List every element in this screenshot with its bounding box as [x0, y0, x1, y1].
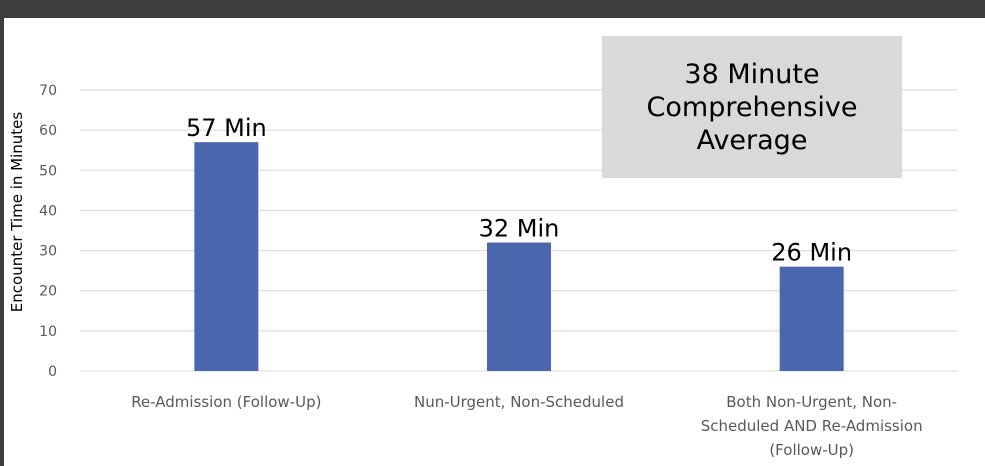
bar-data-label: 26 Min — [771, 239, 852, 267]
data-labels: 57 Min 32 Min 26 Min — [186, 114, 852, 266]
category-label: Nun-Urgent, Non-Scheduled — [414, 393, 624, 411]
bar — [194, 142, 259, 371]
y-tick-label: 30 — [39, 244, 57, 260]
category-label: (Follow-Up) — [769, 441, 854, 459]
y-tick-label: 40 — [39, 203, 57, 219]
average-annotation-text: 38 Minute Comprehensive Average — [646, 58, 858, 156]
y-tick-label: 10 — [39, 324, 57, 340]
bar-data-label: 32 Min — [479, 215, 560, 243]
bar — [487, 242, 551, 371]
y-tick-label: 70 — [39, 83, 57, 99]
y-tick-label: 0 — [48, 364, 57, 380]
y-axis-ticks: 0 10 20 30 40 50 60 70 — [39, 83, 57, 380]
bar-data-label: 57 Min — [186, 114, 267, 142]
bar — [779, 266, 844, 371]
y-tick-label: 60 — [39, 123, 57, 139]
y-axis-label: Encounter Time in Minutes — [8, 112, 26, 313]
category-label: Scheduled AND Re-Admission — [701, 417, 923, 435]
y-tick-label: 20 — [39, 284, 57, 300]
average-annotation-box: 38 Minute Comprehensive Average — [602, 36, 902, 178]
category-labels: Re-Admission (Follow-Up) Nun-Urgent, Non-… — [131, 393, 922, 459]
category-label: Both Non-Urgent, Non- — [726, 393, 897, 411]
y-tick-label: 50 — [39, 163, 57, 179]
bars — [194, 142, 844, 371]
category-label: Re-Admission (Follow-Up) — [131, 393, 321, 411]
